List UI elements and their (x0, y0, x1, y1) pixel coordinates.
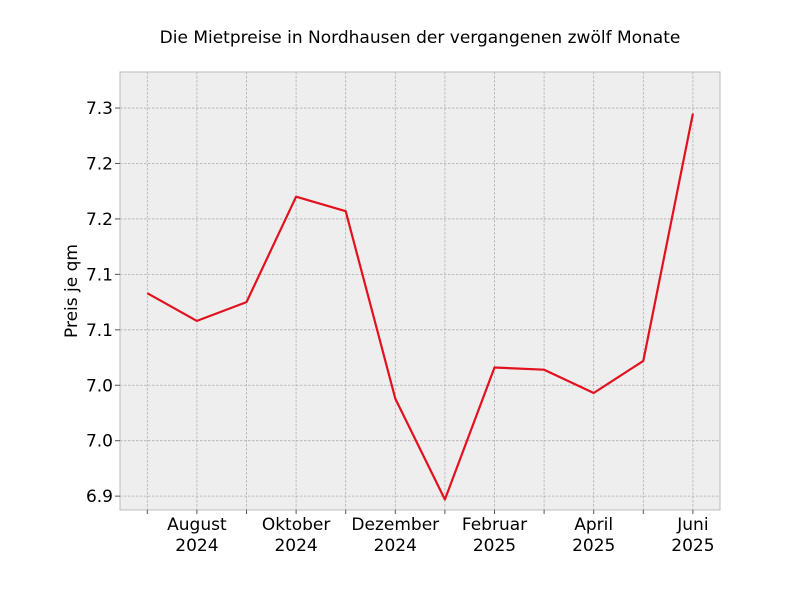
y-tick-label: 7.2 (86, 154, 113, 174)
plot-area (120, 72, 720, 510)
x-tick-label-month: August (167, 515, 227, 535)
plot-frame (119, 71, 721, 511)
chart-title: Die Mietpreise in Nordhausen der vergang… (160, 28, 681, 48)
x-tick-label: Dezember 2024 (351, 515, 439, 556)
x-tick-label-month: Dezember (351, 515, 439, 535)
series-line (146, 113, 694, 501)
x-tick-label-month: Februar (462, 515, 527, 535)
x-tick-label-month: April (574, 515, 613, 535)
y-tick-label: 7.2 (86, 210, 113, 230)
y-axis: 6.9 7.0 7.0 7.1 7.1 7.2 7.2 7.3 (86, 99, 120, 507)
y-tick-label: 7.1 (86, 321, 113, 341)
y-tick-label: 7.3 (86, 99, 113, 119)
x-tick-label: April 2025 (572, 515, 615, 556)
y-tick-label: 7.0 (86, 376, 113, 396)
x-tick-label: Februar 2025 (462, 515, 527, 556)
y-tick-label: 7.1 (86, 265, 113, 285)
x-tick-label-year: 2025 (671, 536, 714, 556)
x-tick-label-year: 2024 (374, 536, 417, 556)
x-tick-label: Juni 2025 (671, 515, 714, 556)
x-tick-label-month: Juni (676, 515, 708, 535)
y-tick-label: 7.0 (86, 432, 113, 452)
x-tick-label-year: 2025 (572, 536, 615, 556)
grid (120, 72, 720, 510)
x-tick-label-year: 2025 (473, 536, 516, 556)
series-layer (146, 113, 694, 501)
x-tick-label-year: 2024 (274, 536, 317, 556)
y-tick-label: 6.9 (86, 487, 113, 507)
y-axis-label: Preis je qm (62, 244, 82, 338)
x-tick-label-month: Oktober (262, 515, 331, 535)
x-tick-label-year: 2024 (175, 536, 218, 556)
x-tick-label: Oktober 2024 (262, 515, 331, 556)
x-tick-label: August 2024 (167, 515, 227, 556)
